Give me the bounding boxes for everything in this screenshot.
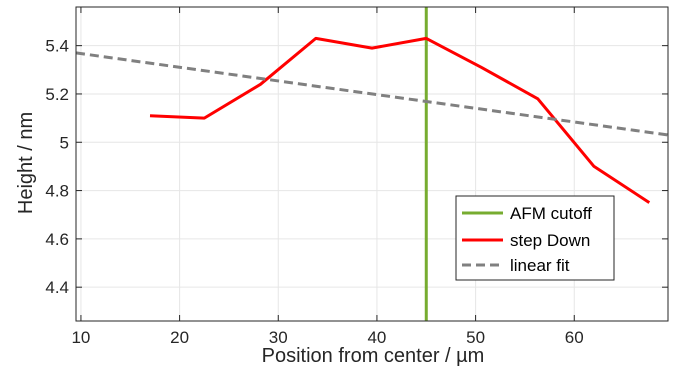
x-tick-label: 10 bbox=[71, 328, 90, 347]
x-axis-ticks: 10 20 30 40 50 60 bbox=[71, 7, 584, 347]
y-tick-label: 5.2 bbox=[45, 85, 69, 104]
y-tick-label: 4.6 bbox=[45, 230, 69, 249]
x-axis-label: Position from center / µm bbox=[262, 345, 485, 367]
x-tick-label: 20 bbox=[170, 328, 189, 347]
x-tick-label: 60 bbox=[565, 328, 584, 347]
grid bbox=[76, 7, 668, 321]
x-tick-label: 50 bbox=[466, 328, 485, 347]
y-tick-label: 5.4 bbox=[45, 37, 69, 56]
y-axis-label: Height / nm bbox=[15, 112, 37, 214]
y-tick-label: 5 bbox=[60, 133, 69, 152]
series-step-down bbox=[149, 36, 651, 204]
legend-label-step-down: step Down bbox=[510, 231, 590, 250]
y-tick-label: 4.4 bbox=[45, 278, 69, 297]
axes-box bbox=[75, 6, 669, 322]
x-tick-label: 30 bbox=[269, 328, 288, 347]
legend: AFM cutoff step Down linear fit bbox=[455, 195, 615, 281]
y-tick-label: 4.8 bbox=[45, 182, 69, 201]
legend-label-afm-cutoff: AFM cutoff bbox=[510, 204, 592, 223]
y-axis-ticks: 4.4 4.6 4.8 5 5.2 5.4 bbox=[45, 37, 668, 297]
plot-lines bbox=[75, 7, 669, 321]
series-linear-fit bbox=[75, 51, 669, 137]
x-tick-label: 40 bbox=[367, 328, 386, 347]
legend-label-linear-fit: linear fit bbox=[510, 256, 570, 275]
axes-frame bbox=[75, 6, 669, 322]
